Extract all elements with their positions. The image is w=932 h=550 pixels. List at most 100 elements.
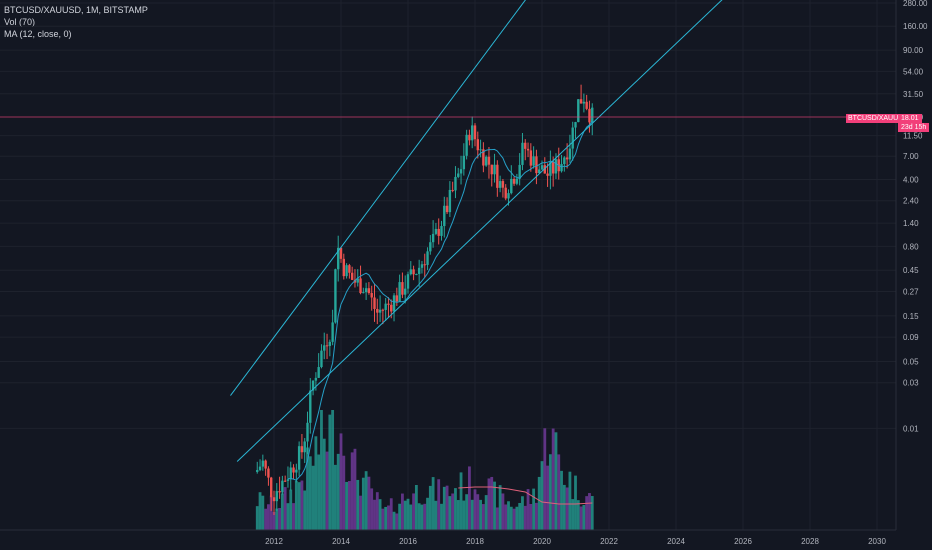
volume-bar xyxy=(582,504,586,530)
candle-body xyxy=(311,380,315,391)
candle-body xyxy=(398,282,401,302)
x-tick-label: 2022 xyxy=(600,537,618,546)
candle-body xyxy=(275,491,278,502)
candle-body xyxy=(314,377,318,381)
y-tick-label: 0.15 xyxy=(903,312,919,321)
volume-bar xyxy=(448,496,452,530)
x-tick-label: 2014 xyxy=(332,537,350,546)
candle-body xyxy=(579,99,583,104)
volume-bar xyxy=(526,489,530,530)
legend-ma: MA (12, close, 0) xyxy=(4,29,72,39)
y-tick-label: 280.00 xyxy=(903,0,928,8)
volume-bar xyxy=(294,480,298,530)
candle-body xyxy=(334,269,337,323)
volume-bar xyxy=(479,499,482,530)
price-tag-countdown: 23d 15h xyxy=(898,123,930,132)
candle-body xyxy=(331,322,334,342)
y-tick-label: 0.45 xyxy=(903,266,919,275)
volume-bar xyxy=(356,479,360,530)
candle-body xyxy=(585,101,588,109)
candle-body xyxy=(484,156,488,166)
candle-body xyxy=(348,265,351,273)
candle-body xyxy=(256,469,259,472)
price-tag-symbol: BTCUSD/XAUUSD xyxy=(846,114,910,123)
candle-body xyxy=(563,157,566,165)
candle-body xyxy=(554,159,558,174)
y-tick-label: 54.00 xyxy=(903,67,924,76)
volume-bar xyxy=(373,499,376,530)
candle-body xyxy=(300,446,304,453)
volume-bar xyxy=(498,485,502,530)
candle-body xyxy=(401,282,404,295)
volume-bar xyxy=(588,493,591,530)
volume-ma-line xyxy=(458,486,593,505)
candle-body xyxy=(510,178,513,194)
volume-bar xyxy=(546,465,549,530)
candle-body xyxy=(289,467,292,480)
candle-body xyxy=(431,233,435,243)
candle-body xyxy=(473,125,477,140)
candle-body xyxy=(272,497,276,502)
candle-body xyxy=(434,228,438,234)
candle-body xyxy=(498,181,502,188)
volume-bar xyxy=(395,513,399,530)
volume-bar xyxy=(462,500,466,530)
candle-body xyxy=(560,164,563,172)
volume-bar xyxy=(451,493,455,530)
volume-bar xyxy=(264,508,268,530)
volume-bar xyxy=(300,480,304,530)
volume-bar xyxy=(518,502,522,530)
candle-body xyxy=(323,345,326,351)
candle-body xyxy=(342,258,345,277)
candle-body xyxy=(392,295,396,312)
volume-bar xyxy=(258,492,262,530)
volume-bar xyxy=(501,493,505,530)
volume-bar xyxy=(314,436,318,530)
volume-bar xyxy=(322,438,326,530)
candle-body xyxy=(370,293,373,298)
volume-bar xyxy=(289,489,293,530)
candle-body xyxy=(286,479,290,481)
candle-body xyxy=(345,265,348,277)
candle-body xyxy=(325,345,329,347)
volume-bar xyxy=(495,507,499,530)
volume-bar xyxy=(275,508,279,530)
volume-bar xyxy=(378,499,382,530)
candle-body xyxy=(448,189,452,213)
volume-bar xyxy=(297,482,301,530)
volume-bar xyxy=(255,506,259,530)
volume-bar xyxy=(420,504,424,530)
candle-body xyxy=(264,460,267,469)
candle-body xyxy=(364,288,368,293)
x-tick-label: 2020 xyxy=(533,537,551,546)
candle-body xyxy=(350,272,354,280)
candle-body xyxy=(261,460,265,467)
candle-body xyxy=(465,134,468,156)
volume-bar xyxy=(445,485,449,530)
volume-bar xyxy=(280,493,284,530)
candle-body xyxy=(454,176,457,191)
candle-body xyxy=(471,125,474,141)
legend-volume: Vol (70) xyxy=(4,17,36,27)
candle-body xyxy=(582,101,586,104)
volume-bar xyxy=(292,503,295,530)
volume-bar xyxy=(532,488,536,530)
candle-body xyxy=(535,156,538,174)
candle-body xyxy=(267,468,270,478)
volume-bar xyxy=(548,454,552,530)
candle-body xyxy=(574,122,577,128)
volume-bar xyxy=(334,464,337,530)
candle-body xyxy=(443,205,446,227)
volume-bar xyxy=(571,499,575,530)
volume-bar xyxy=(562,484,566,530)
volume-bar xyxy=(370,488,374,530)
candle-body xyxy=(295,469,298,473)
volume-bar xyxy=(423,503,427,530)
candle-body xyxy=(501,181,505,188)
volume-bar xyxy=(493,481,496,530)
volume-bar xyxy=(328,414,332,530)
volume-bar xyxy=(269,495,273,530)
x-tick-label: 2026 xyxy=(734,537,752,546)
candle-body xyxy=(512,178,516,184)
